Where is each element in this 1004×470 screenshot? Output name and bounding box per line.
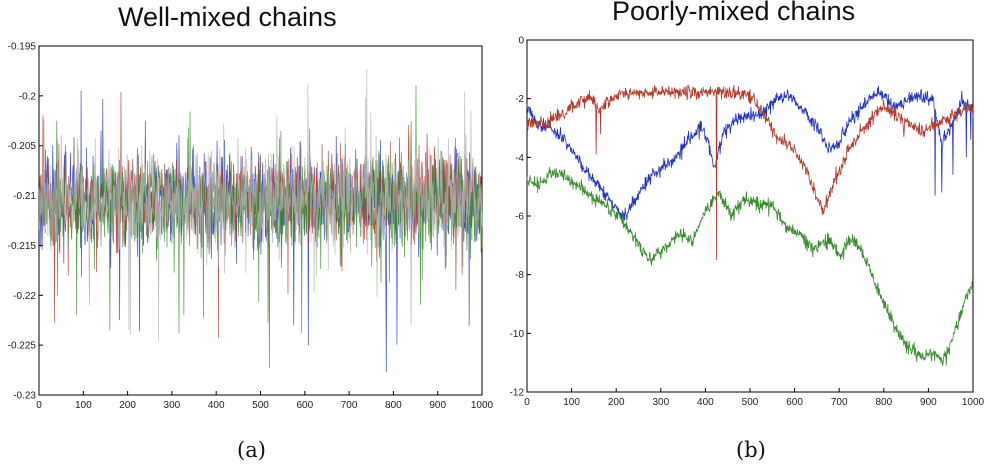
chart-a-xtick-label: 400	[208, 400, 225, 411]
chart-b-ytick-label: -6	[515, 212, 524, 223]
chart-a-xtick-label: 600	[296, 400, 313, 411]
chart-a-xtick-label: 500	[252, 400, 269, 411]
chart-b-ytick-label: -8	[515, 270, 524, 281]
chart-a-ytick-label: -0.195	[8, 42, 37, 53]
chart-b-xtick-label: 200	[608, 397, 625, 408]
chart-b-xtick-label: 0	[524, 397, 530, 408]
chart-b-xtick-label: 800	[875, 397, 892, 408]
chart-a-xtick-label: 800	[385, 400, 402, 411]
chart-a-xtick-label: 200	[119, 400, 136, 411]
chart-b-xtick-label: 100	[563, 397, 580, 408]
chart-a-xtick-label: 700	[341, 400, 358, 411]
chart-b-series-line	[526, 86, 974, 223]
chart-a-xtick-label: 1000	[471, 400, 494, 411]
panel-b-caption: (b)	[736, 438, 766, 462]
chart-a-xtick-label: 0	[36, 400, 42, 411]
chart-b-ytick-label: -10	[510, 329, 525, 340]
chart-b-xtick-label: 900	[920, 397, 937, 408]
chart-a-ytick-label: -0.215	[8, 241, 37, 252]
chart-a-ytick-label: -0.22	[13, 291, 36, 302]
chart-b-ytick-label: 0	[518, 36, 524, 47]
chart-b-xtick-label: 300	[652, 397, 669, 408]
chart-a-xtick-label: 100	[75, 400, 92, 411]
chart-a-series-line	[38, 68, 483, 341]
chart-b-xtick-label: 1000	[962, 397, 985, 408]
chart-a-ytick-label: -0.21	[13, 191, 36, 202]
chart-a-ytick-label: -0.205	[8, 141, 37, 152]
chart-b-xtick-label: 700	[831, 397, 848, 408]
chart-b-ytick-label: -4	[515, 153, 524, 164]
chart-b-xtick-label: 500	[742, 397, 759, 408]
chart-a-ytick-label: -0.23	[13, 391, 36, 402]
panel-a-title: Well-mixed chains	[118, 2, 337, 32]
chart-b-series-line	[526, 84, 974, 261]
chart-b-xtick-label: 400	[697, 397, 714, 408]
chart-b-xtick-label: 600	[786, 397, 803, 408]
chart-a-xtick-label: 300	[164, 400, 181, 411]
chart-b-ytick-label: -2	[515, 94, 524, 105]
chart-b-series-line	[526, 166, 974, 367]
chart-b-ytick-label: -12	[510, 388, 525, 399]
panel-a-caption: (a)	[237, 438, 266, 462]
chart-a-ytick-label: -0.225	[8, 341, 37, 352]
chart-a-xtick-label: 900	[429, 400, 446, 411]
chart-a-ytick-label: -0.2	[19, 91, 37, 102]
panel-b-title: Poorly-mixed chains	[612, 0, 856, 26]
